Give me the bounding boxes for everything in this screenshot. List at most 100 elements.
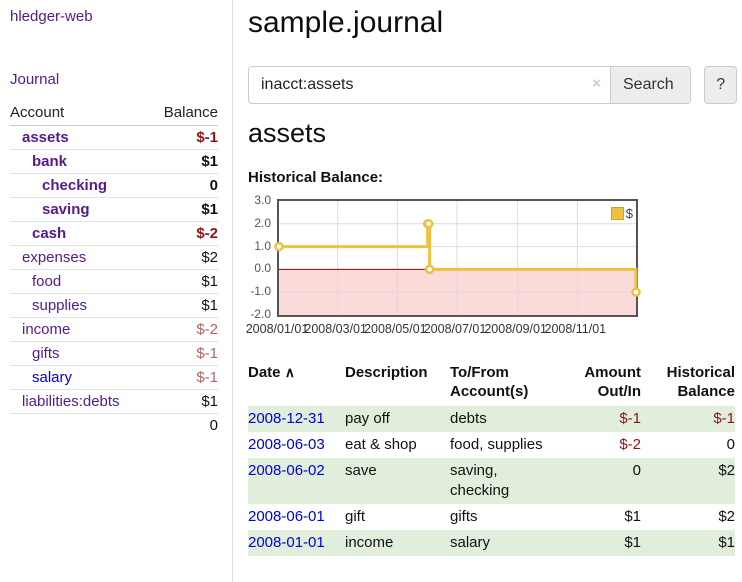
transaction-row: 2008-12-31 pay off debts $-1 $-1 (248, 406, 735, 433)
transaction-balance: $2 (718, 462, 735, 480)
account-balance: $2 (149, 245, 218, 270)
transaction-amount: 0 (632, 462, 641, 480)
account-link[interactable]: income (22, 321, 71, 338)
transaction-description: gift (345, 508, 366, 526)
account-link[interactable]: assets (22, 129, 69, 146)
account-row: expenses $2 (10, 245, 218, 270)
account-link[interactable]: bank (32, 153, 68, 170)
account-row: liabilities:debts $1 (10, 389, 218, 414)
account-link[interactable]: supplies (32, 297, 88, 314)
search-input[interactable] (248, 66, 611, 104)
transaction-amount: $1 (624, 534, 641, 552)
transaction-accounts: saving, checking (450, 462, 510, 500)
transaction-row: 2008-06-01 gift gifts $1 $2 (248, 504, 735, 530)
account-link[interactable]: gifts (32, 345, 60, 362)
chart-plot-area: $ (274, 199, 641, 318)
historical-balance-chart: 3.0 2.0 1.0 0.0 -1.0 -2.0 $ 2008/01/01 2008/03… (246, 193, 735, 349)
account-balance: $1 (149, 389, 218, 414)
account-balance: $-2 (149, 317, 218, 342)
account-link[interactable]: liabilities:debts (22, 393, 120, 410)
transaction-row: 2008-06-03 eat & shop food, supplies $-2… (248, 432, 735, 458)
search-button[interactable]: Search (606, 66, 691, 104)
transaction-balance: $1 (718, 534, 735, 552)
account-balance: $-1 (149, 365, 218, 390)
account-row: checking 0 (10, 173, 218, 198)
account-balance: $1 (149, 269, 218, 294)
chart-canvas (274, 201, 641, 316)
transaction-balance: $2 (718, 508, 735, 526)
account-row: gifts $-1 (10, 341, 218, 366)
chart-legend: $ (610, 206, 633, 222)
sort-ascending-icon: ∧ (284, 364, 295, 381)
y-axis-tick-label: 3.0 (254, 193, 271, 208)
sidebar-item-journal[interactable]: Journal (10, 71, 60, 88)
account-row: cash $-2 (10, 221, 218, 246)
transaction-accounts: gifts (450, 508, 478, 526)
transaction-date-link[interactable]: 2008-06-01 (248, 508, 325, 526)
account-row: assets $-1 (10, 125, 218, 150)
y-axis-tick-label: -1.0 (250, 284, 271, 299)
account-link[interactable]: saving (42, 201, 90, 218)
transaction-accounts: food, supplies (450, 436, 543, 454)
brand-link[interactable]: hledger-web (10, 8, 93, 25)
account-balance: $1 (149, 197, 218, 222)
y-axis-tick-label: 2.0 (254, 215, 271, 230)
x-axis: 2008/01/01 2008/03/01 2008/05/01 2008/07/01… (246, 322, 634, 338)
register-header-balance: Historical Balance (666, 364, 735, 401)
transaction-date-link[interactable]: 2008-06-02 (248, 462, 325, 480)
account-link[interactable]: expenses (22, 249, 87, 266)
account-row: salary $-1 (10, 365, 218, 390)
transaction-date-link[interactable]: 2008-01-01 (248, 534, 325, 552)
y-axis-tick-label: 1.0 (254, 238, 271, 253)
register-table: Date ∧ Description To/From Account(s) Am… (248, 361, 735, 557)
register-header-amount: Amount Out/In (584, 364, 641, 401)
transaction-row: 2008-01-01 income salary $1 $1 (248, 530, 735, 557)
account-link[interactable]: salary (32, 369, 73, 386)
transaction-description: pay off (345, 410, 390, 428)
register-header-description: Description (345, 364, 428, 382)
account-row: saving $1 (10, 197, 218, 222)
clear-search-icon[interactable]: × (592, 75, 601, 92)
x-axis-tick-label: 2008/01/01 (245, 322, 309, 337)
account-row: income $-2 (10, 317, 218, 342)
account-balance: $1 (149, 149, 218, 174)
accounts-header-balance: Balance (149, 100, 218, 126)
account-balance: 0 (149, 173, 218, 198)
transaction-row: 2008-06-02 save saving, checking 0 $2 (248, 458, 735, 505)
x-axis-tick-label: 2008/03/01 (304, 322, 367, 337)
legend-label: $ (625, 206, 633, 222)
account-row: food $1 (10, 269, 218, 294)
account-balance: $1 (149, 293, 218, 318)
transaction-accounts: salary (450, 534, 491, 552)
accounts-total-spacer (10, 413, 150, 437)
transaction-accounts: debts (450, 410, 487, 428)
transaction-amount: $-1 (619, 410, 641, 428)
legend-swatch-icon (610, 207, 624, 221)
y-axis: 3.0 2.0 1.0 0.0 -1.0 -2.0 (248, 193, 273, 321)
register-header-date-label: Date (248, 364, 281, 382)
transaction-description: income (345, 534, 394, 552)
x-axis-tick-label: 2008/07/01 (423, 322, 487, 337)
transaction-date-link[interactable]: 2008-06-03 (248, 436, 325, 454)
register-header-date[interactable]: Date ∧ (248, 361, 345, 406)
account-link[interactable]: checking (42, 177, 108, 194)
accounts-total-value: 0 (149, 413, 218, 437)
transaction-balance: 0 (726, 436, 735, 454)
transaction-description: save (345, 462, 377, 480)
accounts-table: Account Balance assets $-1 bank $1 check… (10, 100, 218, 437)
help-button[interactable]: ? (704, 66, 738, 104)
transaction-date-link[interactable]: 2008-12-31 (248, 410, 325, 428)
accounts-table-header: Account Balance (10, 100, 218, 126)
account-row: supplies $1 (10, 293, 218, 318)
x-axis-tick-label: 2008/09/01 (484, 322, 547, 337)
sidebar: hledger-web Journal Account Balance asse… (0, 0, 233, 582)
accounts-header-account: Account (10, 100, 150, 126)
register-header-accounts: To/From Account(s) (450, 364, 529, 401)
page-title: sample.journal (248, 6, 444, 39)
account-link[interactable]: cash (32, 225, 67, 242)
account-link[interactable]: food (32, 273, 62, 290)
transaction-description: eat & shop (345, 436, 417, 454)
transaction-amount: $-2 (619, 436, 641, 454)
search-form: × Search ? (248, 66, 738, 104)
accounts-total-row: 0 (10, 413, 218, 437)
